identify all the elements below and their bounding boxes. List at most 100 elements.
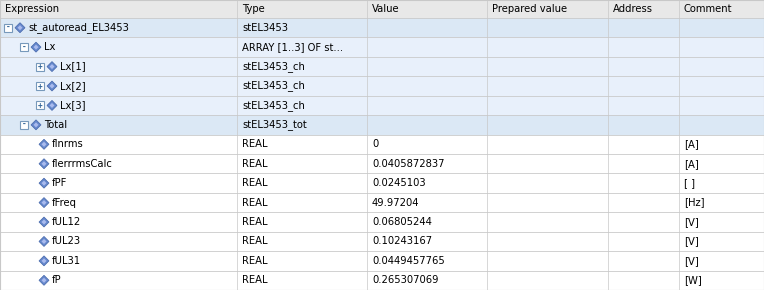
Text: stEL3453: stEL3453 bbox=[242, 23, 288, 33]
Polygon shape bbox=[47, 81, 57, 91]
Text: +: + bbox=[37, 62, 42, 71]
Text: [ ]: [ ] bbox=[684, 178, 695, 188]
Text: Type: Type bbox=[242, 4, 265, 14]
Bar bbox=[0, 76, 764, 96]
Polygon shape bbox=[39, 256, 49, 266]
Text: +: + bbox=[37, 81, 42, 90]
Text: [V]: [V] bbox=[684, 256, 699, 266]
Text: Lx: Lx bbox=[44, 42, 55, 52]
Text: 0.06805244: 0.06805244 bbox=[372, 217, 432, 227]
Text: 0.10243167: 0.10243167 bbox=[372, 236, 432, 246]
Text: -: - bbox=[5, 23, 10, 32]
Bar bbox=[0, 18, 764, 37]
Polygon shape bbox=[50, 84, 54, 88]
Polygon shape bbox=[41, 239, 47, 244]
Text: fInrms: fInrms bbox=[52, 139, 84, 149]
Text: Total: Total bbox=[44, 120, 67, 130]
Bar bbox=[0, 193, 764, 212]
Polygon shape bbox=[18, 25, 22, 30]
Text: [W]: [W] bbox=[684, 275, 702, 285]
Text: Value: Value bbox=[372, 4, 400, 14]
Polygon shape bbox=[41, 258, 47, 263]
Text: 0.265307069: 0.265307069 bbox=[372, 275, 439, 285]
Text: stEL3453_tot: stEL3453_tot bbox=[242, 119, 307, 130]
Text: REAL: REAL bbox=[242, 217, 267, 227]
Text: REAL: REAL bbox=[242, 178, 267, 188]
Text: +: + bbox=[37, 101, 42, 110]
Polygon shape bbox=[41, 142, 47, 147]
Bar bbox=[0, 96, 764, 115]
Polygon shape bbox=[39, 139, 49, 149]
Text: 49.97204: 49.97204 bbox=[372, 197, 419, 208]
Text: 0.0449457765: 0.0449457765 bbox=[372, 256, 445, 266]
Text: stEL3453_ch: stEL3453_ch bbox=[242, 61, 305, 72]
Polygon shape bbox=[47, 61, 57, 72]
Text: fUL23: fUL23 bbox=[52, 236, 81, 246]
Bar bbox=[0, 271, 764, 290]
Text: REAL: REAL bbox=[242, 159, 267, 169]
Polygon shape bbox=[39, 236, 49, 246]
Text: Expression: Expression bbox=[5, 4, 59, 14]
Text: [Hz]: [Hz] bbox=[684, 197, 704, 208]
Bar bbox=[0, 115, 764, 135]
Text: -: - bbox=[21, 43, 26, 52]
Text: REAL: REAL bbox=[242, 139, 267, 149]
Bar bbox=[36, 102, 44, 109]
Polygon shape bbox=[41, 161, 47, 166]
Bar bbox=[0, 37, 764, 57]
Text: fP: fP bbox=[52, 275, 62, 285]
Text: fUL31: fUL31 bbox=[52, 256, 81, 266]
Text: st_autoread_EL3453: st_autoread_EL3453 bbox=[28, 22, 129, 33]
Polygon shape bbox=[41, 181, 47, 186]
Bar bbox=[4, 24, 12, 32]
Text: REAL: REAL bbox=[242, 236, 267, 246]
Polygon shape bbox=[41, 278, 47, 283]
Text: stEL3453_ch: stEL3453_ch bbox=[242, 81, 305, 91]
Polygon shape bbox=[39, 217, 49, 227]
Text: 0.0405872837: 0.0405872837 bbox=[372, 159, 445, 169]
Bar bbox=[0, 154, 764, 173]
Text: fUL12: fUL12 bbox=[52, 217, 81, 227]
Bar bbox=[0, 135, 764, 154]
Bar bbox=[20, 121, 28, 129]
Text: REAL: REAL bbox=[242, 275, 267, 285]
Text: stEL3453_ch: stEL3453_ch bbox=[242, 100, 305, 111]
Text: fIerrrmsCalc: fIerrrmsCalc bbox=[52, 159, 113, 169]
Text: -: - bbox=[21, 120, 26, 129]
Polygon shape bbox=[34, 122, 38, 127]
Polygon shape bbox=[39, 275, 49, 285]
Text: REAL: REAL bbox=[242, 256, 267, 266]
Text: 0: 0 bbox=[372, 139, 378, 149]
Text: Lx[3]: Lx[3] bbox=[60, 100, 86, 110]
Text: fFreq: fFreq bbox=[52, 197, 77, 208]
Bar bbox=[20, 43, 28, 51]
Text: Comment: Comment bbox=[684, 4, 733, 14]
Polygon shape bbox=[39, 178, 49, 188]
Text: fPF: fPF bbox=[52, 178, 67, 188]
Text: Prepared value: Prepared value bbox=[492, 4, 567, 14]
Text: [V]: [V] bbox=[684, 236, 699, 246]
Bar bbox=[36, 82, 44, 90]
Text: 0.0245103: 0.0245103 bbox=[372, 178, 426, 188]
Polygon shape bbox=[15, 23, 25, 33]
Polygon shape bbox=[31, 120, 41, 130]
Text: REAL: REAL bbox=[242, 197, 267, 208]
Polygon shape bbox=[39, 197, 49, 208]
Text: [A]: [A] bbox=[684, 159, 699, 169]
Polygon shape bbox=[41, 220, 47, 224]
Bar bbox=[0, 57, 764, 76]
Polygon shape bbox=[50, 64, 54, 69]
Text: Lx[2]: Lx[2] bbox=[60, 81, 86, 91]
Bar bbox=[0, 212, 764, 232]
Polygon shape bbox=[34, 45, 38, 50]
Text: [V]: [V] bbox=[684, 217, 699, 227]
Text: Lx[1]: Lx[1] bbox=[60, 61, 86, 72]
Text: ARRAY [1..3] OF st...: ARRAY [1..3] OF st... bbox=[242, 42, 343, 52]
Bar bbox=[0, 251, 764, 271]
Polygon shape bbox=[41, 200, 47, 205]
Bar bbox=[36, 63, 44, 70]
Bar bbox=[0, 173, 764, 193]
Bar bbox=[0, 0, 764, 18]
Polygon shape bbox=[39, 159, 49, 169]
Bar bbox=[0, 232, 764, 251]
